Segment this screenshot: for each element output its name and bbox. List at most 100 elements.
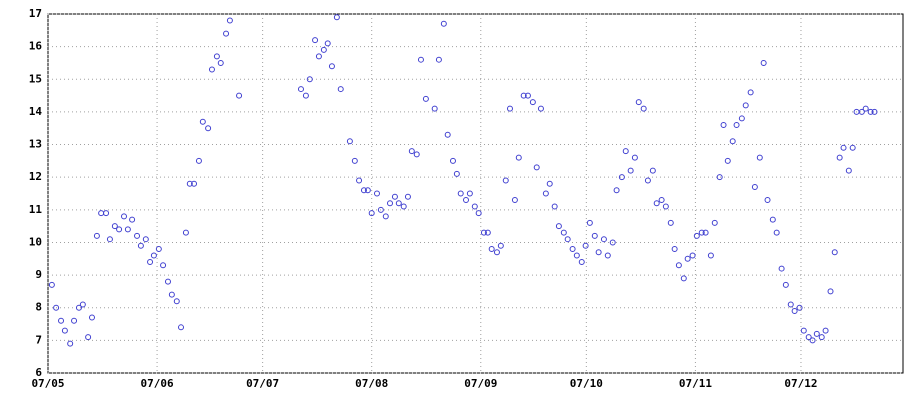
point [121, 213, 127, 220]
point [435, 56, 442, 63]
point [111, 223, 118, 230]
x-tick-label: 07/12 [784, 377, 817, 390]
point [142, 236, 149, 243]
point [356, 177, 363, 184]
point [463, 197, 469, 204]
point [738, 115, 745, 122]
point [440, 20, 447, 27]
point [649, 167, 656, 174]
point [387, 200, 393, 207]
point [622, 148, 629, 155]
y-tick-label: 15 [29, 72, 42, 85]
point [160, 262, 167, 269]
point [315, 53, 322, 60]
point [871, 108, 878, 115]
point [346, 138, 353, 145]
point [173, 298, 180, 305]
point [515, 154, 522, 161]
point [373, 190, 380, 197]
point [862, 105, 869, 112]
point [858, 108, 865, 115]
point [511, 197, 518, 204]
point [506, 105, 513, 112]
point [635, 99, 642, 106]
point [444, 131, 451, 138]
point [849, 144, 856, 151]
x-tick-label: 07/08 [355, 377, 388, 390]
x-tick-label: 07/11 [679, 377, 712, 390]
y-tick-label: 14 [29, 105, 43, 118]
point [368, 210, 375, 217]
point [147, 259, 154, 266]
x-tick-label: 07/05 [31, 377, 64, 390]
point [182, 229, 189, 236]
y-tick-label: 12 [29, 170, 42, 183]
point [150, 252, 157, 259]
point [546, 180, 553, 187]
point [422, 95, 429, 102]
point [702, 229, 709, 236]
point [582, 242, 589, 249]
point [693, 232, 700, 239]
point [382, 213, 389, 220]
point [391, 193, 398, 200]
point [520, 92, 527, 99]
x-tick-label: 07/09 [464, 377, 497, 390]
point [191, 180, 198, 187]
point [569, 245, 576, 252]
point [836, 154, 843, 161]
point [564, 236, 571, 243]
point [58, 317, 65, 324]
point [471, 203, 478, 210]
point [493, 249, 500, 256]
point [98, 210, 105, 217]
point [48, 281, 55, 288]
point [466, 190, 473, 197]
point [724, 157, 731, 164]
y-tick-label: 16 [29, 40, 43, 53]
point [417, 56, 424, 63]
point [106, 236, 113, 243]
point [71, 317, 78, 324]
point [205, 125, 212, 132]
plot-frame [47, 13, 904, 374]
point [337, 86, 344, 93]
y-tick-label: 9 [35, 268, 42, 281]
point [618, 174, 625, 181]
point [818, 334, 825, 341]
point [529, 99, 536, 106]
point [627, 167, 634, 174]
point [195, 157, 202, 164]
point [747, 89, 754, 96]
point [537, 105, 544, 112]
point [600, 236, 607, 243]
point [364, 187, 371, 194]
point [809, 337, 816, 344]
point [85, 334, 92, 341]
y-tick-label: 17 [29, 7, 42, 20]
point [124, 226, 131, 233]
point [578, 259, 585, 266]
point [431, 105, 438, 112]
point [773, 229, 780, 236]
point [573, 252, 580, 259]
point [604, 252, 611, 259]
point [720, 121, 727, 128]
point [236, 92, 243, 99]
point [658, 197, 665, 204]
point [653, 200, 660, 207]
y-tick-label: 8 [35, 301, 42, 314]
point [631, 154, 638, 161]
point [595, 249, 602, 256]
x-tick-label: 07/07 [246, 377, 279, 390]
point [217, 59, 224, 66]
point [164, 278, 171, 285]
point [760, 59, 767, 66]
point [542, 190, 549, 197]
point [408, 148, 415, 155]
point [555, 223, 562, 230]
x-tick-label: 07/06 [141, 377, 174, 390]
point [116, 226, 123, 233]
point [680, 275, 687, 282]
point [377, 206, 384, 213]
